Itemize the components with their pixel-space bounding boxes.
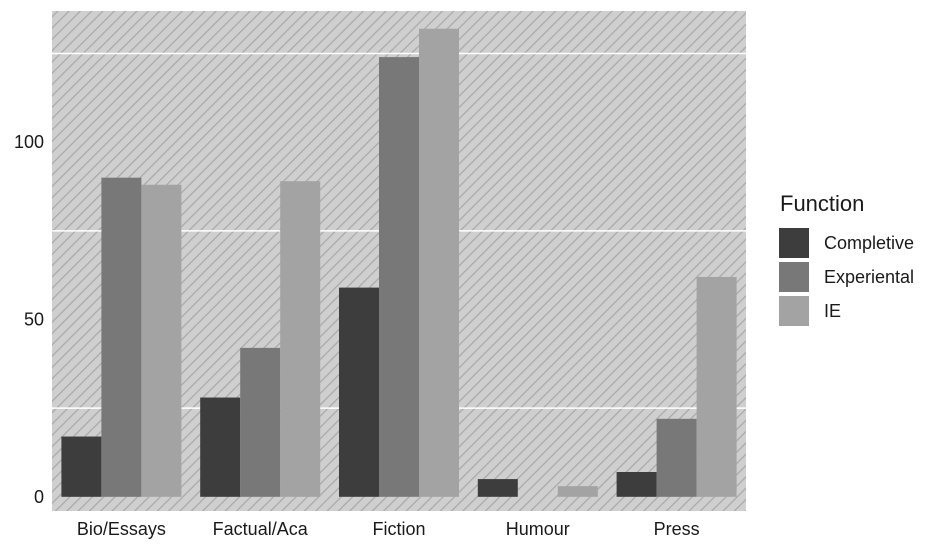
x-tick-label: Humour	[506, 519, 570, 539]
legend-swatch	[779, 296, 809, 326]
bar	[339, 287, 379, 497]
x-axis: Bio/Essays Factual/Aca Fiction Humour Press	[77, 519, 700, 539]
bar	[101, 177, 142, 497]
legend-label: Completive	[824, 233, 914, 253]
bar	[240, 347, 281, 497]
bars	[61, 28, 737, 497]
legend-swatch	[779, 262, 809, 292]
y-tick-label: 100	[14, 132, 44, 152]
bar	[656, 418, 697, 497]
bar	[200, 397, 241, 497]
x-tick-label: Bio/Essays	[77, 519, 166, 539]
x-tick-label: Press	[654, 519, 700, 539]
bar	[61, 436, 102, 497]
bar	[616, 471, 657, 497]
legend: Function Completive Experiental IE	[779, 191, 914, 326]
bar	[379, 57, 419, 497]
bar	[419, 28, 459, 497]
legend-swatch	[779, 228, 809, 258]
y-tick-label: 50	[24, 310, 44, 330]
legend-label: IE	[824, 301, 841, 321]
x-tick-label: Factual/Aca	[213, 519, 309, 539]
x-tick-label: Fiction	[372, 519, 425, 539]
bar	[141, 184, 182, 497]
bar	[557, 486, 598, 497]
bar	[477, 479, 518, 497]
y-axis: 0 50 100	[14, 132, 44, 507]
legend-title: Function	[780, 191, 864, 216]
y-tick-label: 0	[34, 487, 44, 507]
bar	[280, 181, 321, 497]
bar	[696, 276, 737, 497]
legend-label: Experiental	[824, 267, 914, 287]
